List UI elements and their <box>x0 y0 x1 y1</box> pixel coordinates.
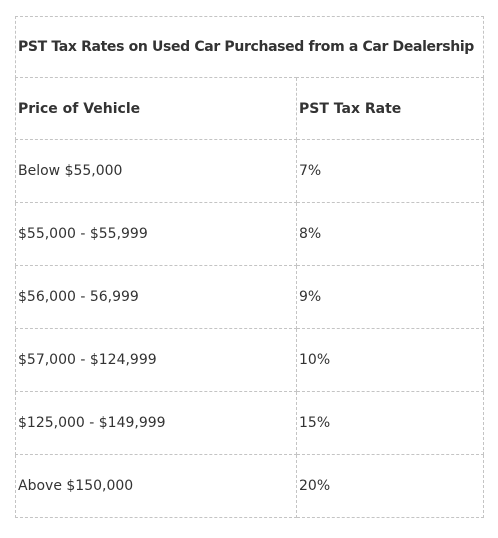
rate-cell: 10% <box>296 328 484 392</box>
table-row: $56,000 - 56,999 9% <box>15 265 484 329</box>
rate-cell: 8% <box>296 202 484 266</box>
table-row: Above $150,000 20% <box>15 454 484 518</box>
price-cell: Above $150,000 <box>15 454 297 518</box>
rate-cell: 7% <box>296 139 484 203</box>
table-title: PST Tax Rates on Used Car Purchased from… <box>15 16 484 78</box>
table-header-row: Price of Vehicle PST Tax Rate <box>15 77 484 140</box>
price-cell: $125,000 - $149,999 <box>15 391 297 455</box>
table-row: $57,000 - $124,999 10% <box>15 328 484 392</box>
rate-cell: 9% <box>296 265 484 329</box>
rate-cell: 15% <box>296 391 484 455</box>
price-cell: $57,000 - $124,999 <box>15 328 297 392</box>
price-cell: $55,000 - $55,999 <box>15 202 297 266</box>
header-price-of-vehicle: Price of Vehicle <box>15 77 297 140</box>
rate-cell: 20% <box>296 454 484 518</box>
pst-tax-rates-table: PST Tax Rates on Used Car Purchased from… <box>15 16 484 518</box>
table-title-row: PST Tax Rates on Used Car Purchased from… <box>15 16 484 78</box>
price-cell: $56,000 - 56,999 <box>15 265 297 329</box>
table-row: Below $55,000 7% <box>15 139 484 203</box>
price-cell: Below $55,000 <box>15 139 297 203</box>
header-pst-tax-rate: PST Tax Rate <box>296 77 484 140</box>
table-row: $125,000 - $149,999 15% <box>15 391 484 455</box>
table-row: $55,000 - $55,999 8% <box>15 202 484 266</box>
